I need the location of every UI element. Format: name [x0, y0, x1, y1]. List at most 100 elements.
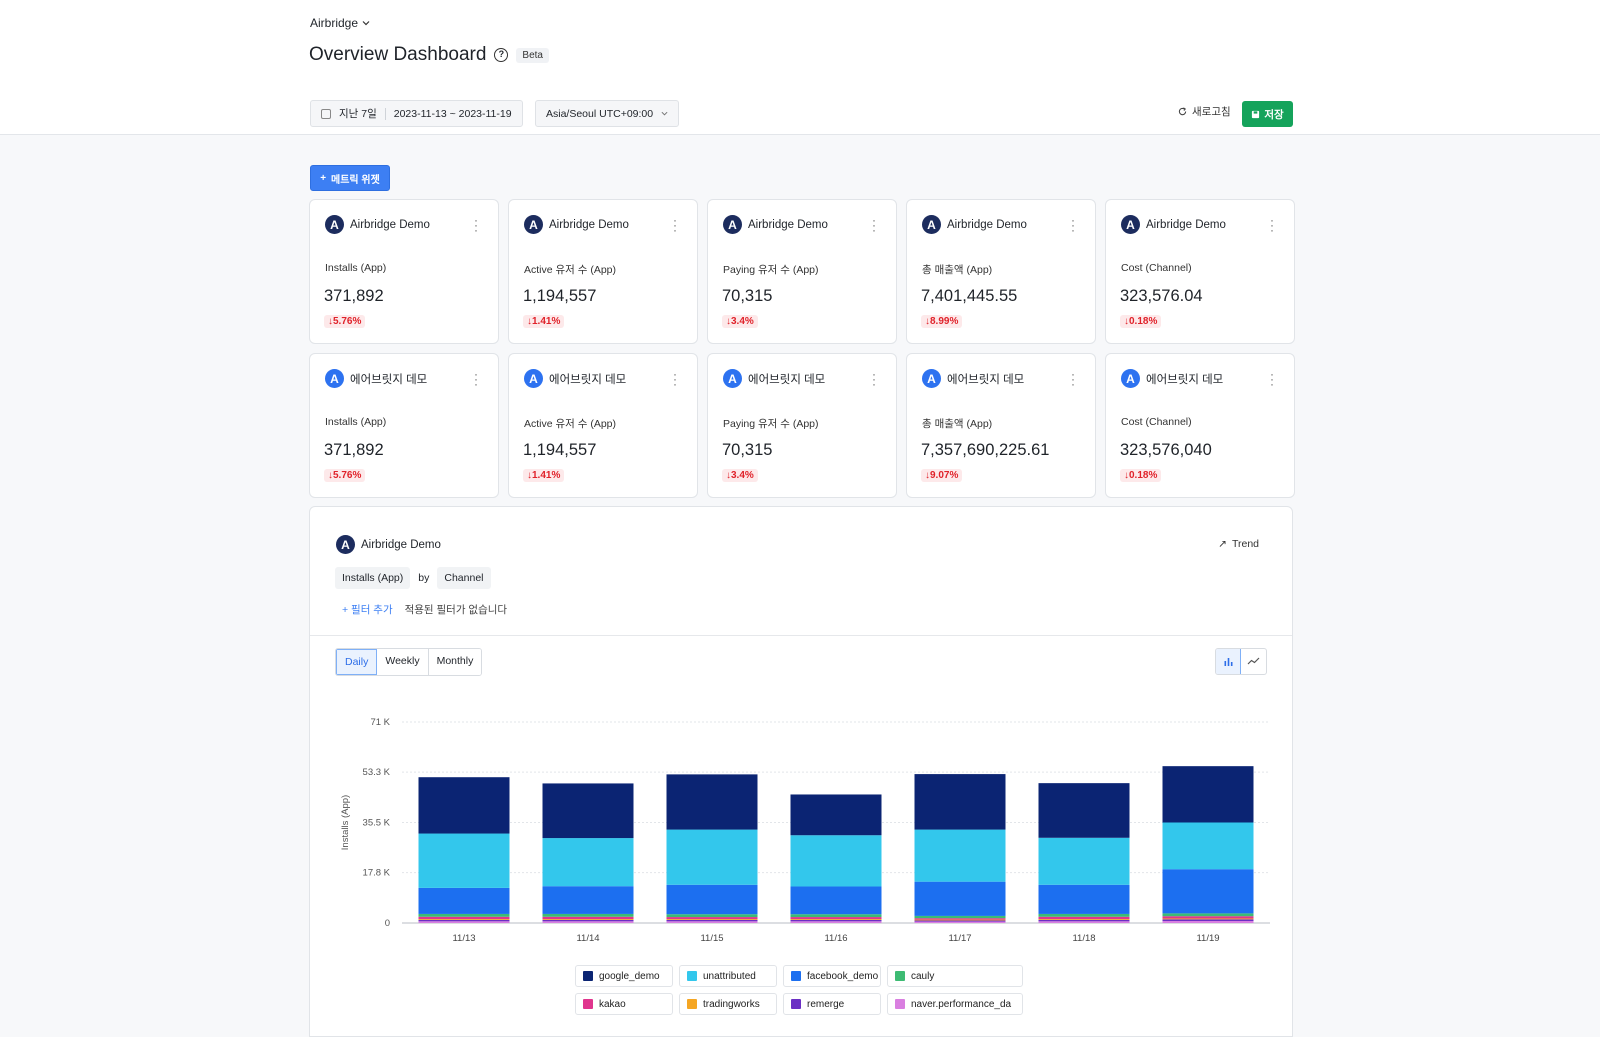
- kebab-menu-icon[interactable]: · · ·: [1270, 367, 1274, 391]
- legend-item[interactable]: tradingworks: [679, 993, 777, 1015]
- legend-item[interactable]: cauly: [887, 965, 1023, 987]
- metric-card[interactable]: A Airbridge Demo · · · Paying 유저 수 (App) 70,31…: [707, 199, 897, 344]
- bar-segment-google_demo[interactable]: [1038, 783, 1130, 838]
- period-daily[interactable]: Daily: [336, 649, 378, 675]
- metric-card[interactable]: A 에어브릿지 데모 · · · 총 매출액 (App) 7,357,690,225.61 ↓…: [906, 353, 1096, 498]
- bar-segment-cauly[interactable]: [914, 915, 1006, 919]
- bar-segment-kakao[interactable]: [1162, 916, 1254, 919]
- bar-segment-remerge[interactable]: [418, 919, 510, 922]
- bar-segment-remerge[interactable]: [1162, 919, 1254, 922]
- bar-segment-unattributed[interactable]: [542, 838, 634, 887]
- bar-segment-kakao[interactable]: [790, 917, 882, 920]
- bar-segment-naver.performance_da[interactable]: [1162, 921, 1254, 923]
- period-monthly[interactable]: Monthly: [428, 649, 482, 675]
- bar-segment-naver.performance_da[interactable]: [542, 921, 634, 923]
- bar-segment-unattributed[interactable]: [1162, 822, 1254, 870]
- legend-item[interactable]: naver.performance_da: [887, 993, 1023, 1015]
- bar-segment-kakao[interactable]: [666, 917, 758, 920]
- group-by-chip[interactable]: Channel: [437, 567, 491, 589]
- bar-chart-icon[interactable]: [1216, 649, 1241, 674]
- bar-segment-cauly[interactable]: [1162, 913, 1254, 917]
- bar-segment-remerge[interactable]: [790, 919, 882, 922]
- timezone-select[interactable]: Asia/Seoul UTC+09:00: [535, 100, 680, 127]
- legend-item[interactable]: facebook_demo: [783, 965, 881, 987]
- metric-card[interactable]: A 에어브릿지 데모 · · · Paying 유저 수 (App) 70,315 ↓3.4%: [707, 353, 897, 498]
- bar-segment-remerge[interactable]: [666, 919, 758, 922]
- bar-segment-cauly[interactable]: [666, 914, 758, 918]
- bar-segment-facebook_demo[interactable]: [418, 887, 510, 914]
- trend-button[interactable]: ↗ Trend: [1218, 538, 1259, 550]
- bar-segment-facebook_demo[interactable]: [914, 881, 1006, 916]
- bar-segment-tradingworks[interactable]: [418, 919, 510, 920]
- metric-card[interactable]: A Airbridge Demo · · · Cost (Channel) 323,576.…: [1105, 199, 1295, 344]
- bar-segment-naver.performance_da[interactable]: [1038, 921, 1130, 923]
- legend-item[interactable]: unattributed: [679, 965, 777, 987]
- bar-segment-unattributed[interactable]: [914, 829, 1006, 882]
- period-weekly[interactable]: Weekly: [377, 649, 429, 675]
- legend-item[interactable]: remerge: [783, 993, 881, 1015]
- bar-segment-kakao[interactable]: [542, 916, 634, 920]
- bar-segment-google_demo[interactable]: [418, 777, 510, 834]
- bar-segment-facebook_demo[interactable]: [1038, 884, 1130, 914]
- date-range-picker[interactable]: 지난 7일 2023-11-13 ~ 2023-11-19: [310, 100, 523, 127]
- kebab-menu-icon[interactable]: · · ·: [1270, 213, 1274, 237]
- bar-segment-google_demo[interactable]: [666, 774, 758, 830]
- metric-card[interactable]: A Airbridge Demo · · · 총 매출액 (App) 7,401,445.5…: [906, 199, 1096, 344]
- refresh-button[interactable]: 새로고침: [1178, 104, 1231, 119]
- kebab-menu-icon[interactable]: · · ·: [1071, 367, 1075, 391]
- metric-card[interactable]: A 에어브릿지 데모 · · · Cost (Channel) 323,576,040 ↓0.…: [1105, 353, 1295, 498]
- bar-segment-cauly[interactable]: [418, 913, 510, 917]
- bar-segment-kakao[interactable]: [418, 916, 510, 920]
- metric-card[interactable]: A Airbridge Demo · · · Active 유저 수 (App) 1,194…: [508, 199, 698, 344]
- bar-segment-google_demo[interactable]: [790, 794, 882, 836]
- bar-segment-cauly[interactable]: [542, 913, 634, 917]
- metric-card[interactable]: A 에어브릿지 데모 · · · Installs (App) 371,892 ↓5.76%: [309, 353, 499, 498]
- bar-segment-tradingworks[interactable]: [1162, 918, 1254, 920]
- bar-segment-remerge[interactable]: [1038, 919, 1130, 922]
- bar-segment-unattributed[interactable]: [790, 835, 882, 887]
- metric-chip[interactable]: Installs (App): [335, 567, 411, 589]
- kebab-menu-icon[interactable]: · · ·: [872, 213, 876, 237]
- bar-segment-naver.performance_da[interactable]: [666, 921, 758, 923]
- bar-segment-unattributed[interactable]: [418, 833, 510, 888]
- bar-segment-tradingworks[interactable]: [666, 919, 758, 920]
- bar-segment-facebook_demo[interactable]: [790, 886, 882, 915]
- legend-item[interactable]: kakao: [575, 993, 673, 1015]
- bar-segment-remerge[interactable]: [914, 920, 1006, 922]
- legend-item[interactable]: google_demo: [575, 965, 673, 987]
- bar-segment-unattributed[interactable]: [666, 829, 758, 885]
- bar-segment-kakao[interactable]: [1038, 916, 1130, 920]
- bar-segment-naver.performance_da[interactable]: [790, 921, 882, 923]
- bar-segment-google_demo[interactable]: [1162, 766, 1254, 823]
- bar-segment-facebook_demo[interactable]: [542, 886, 634, 914]
- bar-segment-kakao[interactable]: [914, 918, 1006, 920]
- bar-segment-cauly[interactable]: [790, 914, 882, 918]
- bar-segment-tradingworks[interactable]: [1038, 919, 1130, 920]
- add-metric-widget-button[interactable]: + 메트릭 위젯: [310, 165, 390, 191]
- metric-card[interactable]: A Airbridge Demo · · · Installs (App) 371,892 ↓…: [309, 199, 499, 344]
- bar-segment-facebook_demo[interactable]: [1162, 869, 1254, 914]
- bar-segment-google_demo[interactable]: [542, 783, 634, 839]
- bar-segment-google_demo[interactable]: [914, 774, 1006, 830]
- bar-segment-unattributed[interactable]: [1038, 837, 1130, 885]
- bar-segment-tradingworks[interactable]: [542, 919, 634, 920]
- kebab-menu-icon[interactable]: · · ·: [474, 213, 478, 237]
- kebab-menu-icon[interactable]: · · ·: [474, 367, 478, 391]
- metric-card[interactable]: A 에어브릿지 데모 · · · Active 유저 수 (App) 1,194,557 ↓1…: [508, 353, 698, 498]
- kebab-menu-icon[interactable]: · · ·: [1071, 213, 1075, 237]
- kebab-menu-icon[interactable]: · · ·: [872, 367, 876, 391]
- bar-segment-facebook_demo[interactable]: [666, 884, 758, 915]
- bar-segment-naver.performance_da[interactable]: [914, 921, 1006, 923]
- app-switcher[interactable]: Airbridge: [310, 16, 370, 30]
- bar-segment-tradingworks[interactable]: [790, 919, 882, 920]
- bar-segment-naver.performance_da[interactable]: [418, 921, 510, 923]
- kebab-menu-icon[interactable]: · · ·: [673, 367, 677, 391]
- bar-segment-remerge[interactable]: [542, 919, 634, 922]
- kebab-menu-icon[interactable]: · · ·: [673, 213, 677, 237]
- bar-segment-tradingworks[interactable]: [914, 919, 1006, 921]
- help-icon[interactable]: ?: [494, 48, 509, 62]
- line-chart-icon[interactable]: [1241, 649, 1266, 674]
- add-filter-link[interactable]: + 필터 추가: [342, 604, 393, 616]
- save-button[interactable]: 저장: [1242, 101, 1293, 127]
- bar-segment-cauly[interactable]: [1038, 913, 1130, 917]
